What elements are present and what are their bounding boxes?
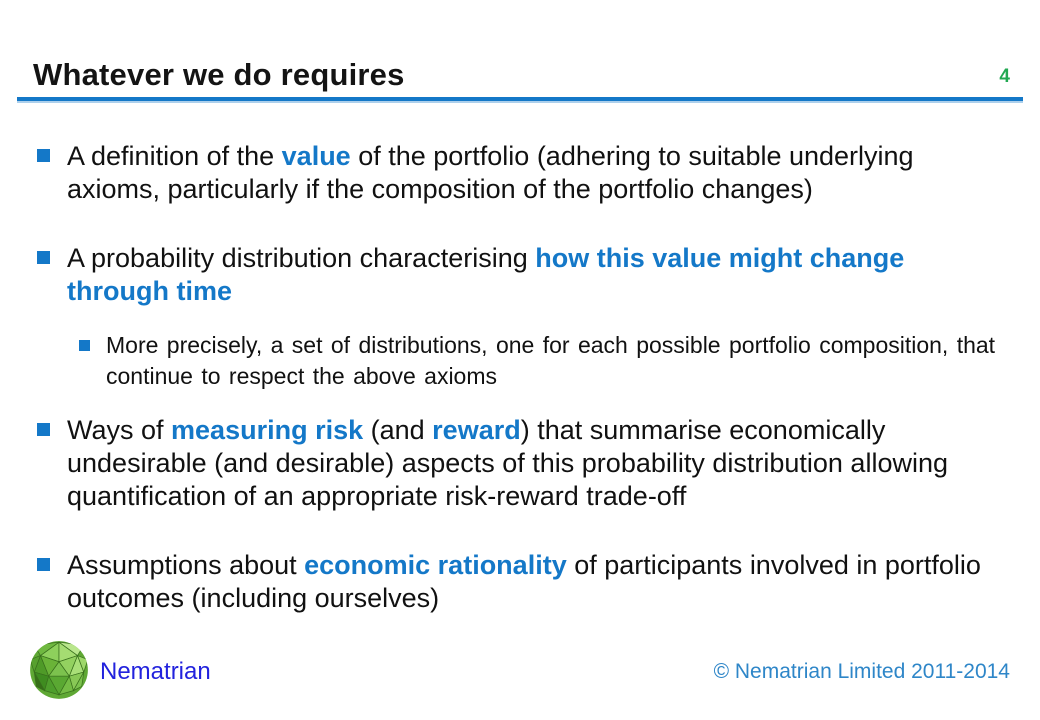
page-number: 4 bbox=[999, 66, 1010, 87]
bullet-square-icon bbox=[37, 149, 50, 162]
bullet-item: A probability distribution characterisin… bbox=[37, 242, 1015, 308]
bullet-text: Assumptions about economic rationality o… bbox=[67, 550, 981, 613]
bullet-list: A definition of the value of the portfol… bbox=[37, 140, 1015, 651]
sub-bullet-item: More precisely, a set of distributions, … bbox=[37, 330, 1015, 392]
brand-name: Nematrian bbox=[100, 658, 211, 685]
bullet-square-icon bbox=[37, 423, 50, 436]
bullet-square-icon bbox=[37, 558, 50, 571]
bullet-item: Ways of measuring risk (and reward) that… bbox=[37, 414, 1015, 513]
bullet-text: A probability distribution characterisin… bbox=[67, 243, 905, 306]
bullet-item: Assumptions about economic rationality o… bbox=[37, 549, 1015, 615]
copyright-text: © Nematrian Limited 2011-2014 bbox=[713, 660, 1010, 683]
slide-title: Whatever we do requires bbox=[33, 57, 405, 92]
bullet-text: More precisely, a set of distributions, … bbox=[106, 332, 996, 389]
nematrian-logo-icon bbox=[26, 636, 92, 704]
title-rule bbox=[17, 97, 1023, 101]
bullet-item: A definition of the value of the portfol… bbox=[37, 140, 1015, 206]
bullet-square-icon bbox=[79, 340, 90, 351]
bullet-square-icon bbox=[37, 251, 50, 264]
bullet-text: Ways of measuring risk (and reward) that… bbox=[67, 415, 948, 511]
bullet-text: A definition of the value of the portfol… bbox=[67, 141, 914, 204]
